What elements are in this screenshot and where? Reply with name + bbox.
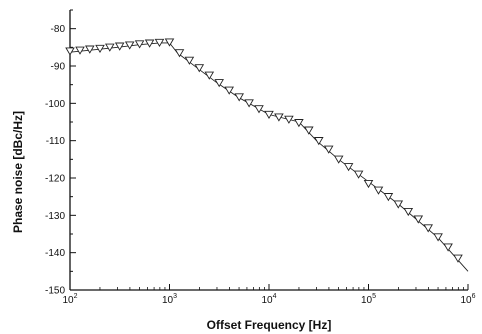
data-point-marker	[105, 43, 115, 52]
data-point-marker	[294, 119, 304, 128]
y-tick-label: -150	[45, 286, 65, 297]
data-point-marker	[234, 93, 244, 102]
y-tick-label: -80	[51, 24, 66, 35]
data-point-marker	[114, 42, 125, 51]
y-tick-label: -100	[45, 99, 65, 110]
data-point-marker	[443, 243, 453, 252]
data-point-marker	[274, 113, 284, 122]
data-point-marker	[154, 38, 165, 47]
data-point-marker	[204, 71, 215, 80]
data-point-marker	[353, 170, 364, 179]
y-tick-label: -140	[45, 248, 65, 259]
data-point-marker	[383, 193, 394, 202]
y-tick-label: -110	[46, 136, 66, 147]
data-point-marker	[323, 145, 334, 154]
data-point-marker	[164, 38, 175, 47]
data-point-marker	[373, 186, 384, 195]
data-point-marker	[304, 126, 314, 135]
y-axis: -80 -90 -100 -110 -120 -130 -140 -150	[45, 9, 76, 297]
data-point-marker	[453, 254, 463, 263]
data-point-marker	[194, 64, 205, 73]
y-tick-label: -120	[45, 174, 65, 185]
y-tick-label: -130	[45, 211, 65, 222]
data-point-marker	[184, 56, 195, 65]
data-point-marker	[393, 200, 404, 209]
x-axis: 102 103 104 105 106	[62, 284, 476, 306]
data-point-marker	[433, 233, 443, 242]
y-tick-label: -90	[51, 62, 66, 73]
x-tick-label: 105	[361, 293, 376, 306]
data-point-marker	[174, 49, 185, 58]
data-point-marker	[214, 79, 224, 88]
plot-frame	[69, 10, 468, 291]
data-point-marker	[264, 110, 274, 119]
x-tick-label: 106	[460, 293, 475, 306]
x-axis-label: Offset Frequency [Hz]	[207, 318, 332, 332]
data-point-marker	[124, 41, 135, 50]
data-point-marker	[244, 99, 254, 108]
data-point-marker	[423, 224, 433, 233]
series-markers-group	[65, 38, 463, 263]
series-line	[69, 42, 469, 272]
data-point-marker	[95, 44, 105, 53]
data-point-marker	[65, 47, 75, 56]
data-point-marker	[333, 155, 344, 164]
data-point-marker	[134, 40, 145, 49]
data-point-marker	[284, 115, 294, 124]
y-axis-label: Phase noise [dBc/Hz]	[11, 111, 25, 233]
x-tick-label: 104	[261, 293, 276, 306]
data-point-marker	[144, 39, 155, 48]
x-tick-label: 103	[162, 293, 177, 306]
data-point-marker	[363, 179, 374, 189]
data-point-marker	[343, 163, 354, 172]
data-point-marker	[403, 207, 414, 217]
data-point-marker	[75, 46, 85, 55]
data-point-marker	[254, 105, 264, 114]
x-tick-label: 102	[62, 293, 77, 306]
data-point-marker	[314, 137, 324, 146]
series-line-group	[69, 42, 469, 272]
data-point-marker	[85, 45, 95, 54]
data-point-marker	[224, 86, 234, 95]
data-point-marker	[413, 215, 424, 224]
